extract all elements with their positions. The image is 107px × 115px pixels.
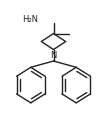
Text: N: N [50,51,57,60]
Text: H₂N: H₂N [22,15,38,24]
